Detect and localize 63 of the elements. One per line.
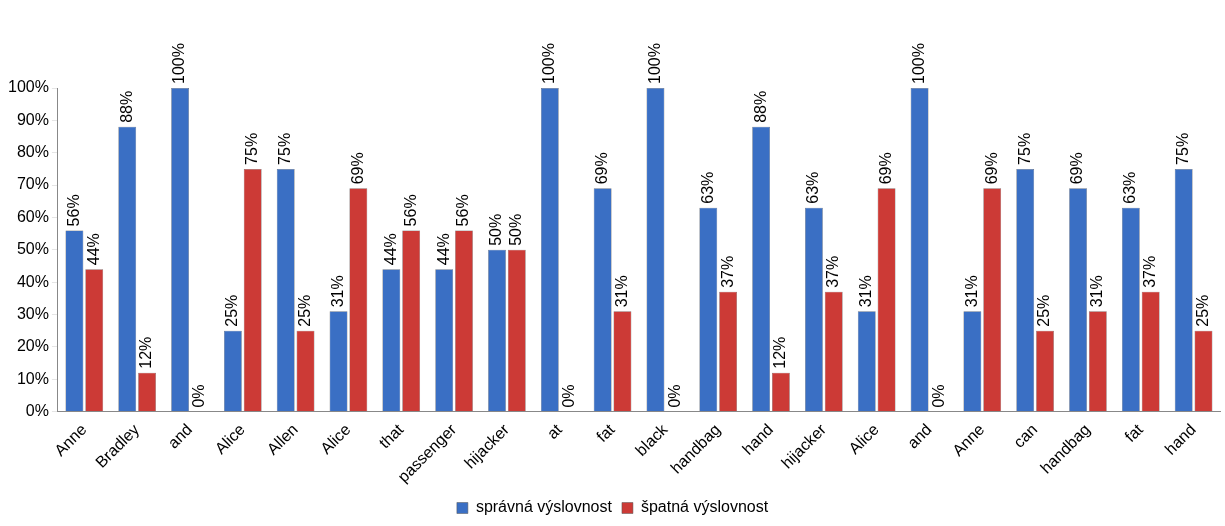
data-label: 75%	[243, 132, 261, 165]
data-label: 100%	[909, 43, 927, 84]
data-label: 56%	[401, 194, 419, 227]
x-tick-label: fat	[1121, 420, 1147, 446]
data-label: 44%	[381, 233, 399, 266]
y-tick-label: 70%	[16, 175, 49, 193]
data-label: 31%	[612, 275, 630, 308]
data-label: 63%	[804, 171, 822, 204]
data-label: 12%	[771, 336, 789, 369]
y-tick-label: 90%	[16, 110, 49, 128]
data-label: 44%	[84, 233, 102, 266]
data-label: 100%	[170, 43, 188, 84]
x-tick-label: and	[903, 420, 935, 452]
y-tick-label: 100%	[8, 78, 49, 96]
data-label: 69%	[348, 152, 366, 185]
data-label: 25%	[295, 294, 313, 327]
x-tick-label: can	[1010, 420, 1041, 451]
data-label: 88%	[751, 90, 769, 123]
data-label: 56%	[64, 194, 82, 227]
data-label: 100%	[540, 43, 558, 84]
y-tick-label: 40%	[16, 272, 49, 290]
data-label: 100%	[645, 43, 663, 84]
data-label: 50%	[507, 213, 525, 246]
data-label: 69%	[1068, 152, 1086, 185]
x-tick-label: fat	[593, 420, 619, 446]
data-label: 0%	[665, 384, 683, 408]
legend-label: špatná výslovnost	[640, 498, 769, 516]
y-tick-label: 60%	[16, 207, 49, 225]
data-label: 63%	[698, 171, 716, 204]
data-label: 75%	[1174, 132, 1192, 165]
data-label: 75%	[276, 132, 294, 165]
y-tick-label: 30%	[16, 304, 49, 322]
x-tick-label: at	[543, 420, 566, 443]
data-label: 0%	[190, 384, 208, 408]
y-tick-label: 50%	[16, 240, 49, 258]
data-label: 69%	[982, 152, 1000, 185]
data-label: 0%	[560, 384, 578, 408]
data-label: 69%	[876, 152, 894, 185]
data-label: 12%	[137, 336, 155, 369]
y-tick-label: 20%	[16, 337, 49, 355]
data-label: 31%	[857, 275, 875, 308]
y-tick-label: 10%	[16, 369, 49, 387]
data-label: 63%	[1121, 171, 1139, 204]
y-tick-label: 80%	[16, 143, 49, 161]
data-label: 25%	[223, 294, 241, 327]
data-label: 88%	[117, 90, 135, 123]
data-label: 44%	[434, 233, 452, 266]
data-label: 56%	[454, 194, 472, 227]
data-label: 37%	[824, 255, 842, 288]
y-tick-label: 0%	[25, 402, 49, 419]
data-label: 37%	[1141, 255, 1159, 288]
data-label: 31%	[1088, 275, 1106, 308]
data-label: 69%	[593, 152, 611, 185]
data-label: 25%	[1193, 294, 1211, 327]
data-label: 31%	[328, 275, 346, 308]
data-label: 0%	[929, 384, 947, 408]
legend-label: správná výslovnost	[475, 498, 613, 516]
data-label: 31%	[962, 275, 980, 308]
x-tick-label: and	[164, 420, 196, 452]
data-label: 25%	[1035, 294, 1053, 327]
data-label: 75%	[1015, 132, 1033, 165]
data-label: 37%	[718, 255, 736, 288]
data-label: 50%	[487, 213, 505, 246]
